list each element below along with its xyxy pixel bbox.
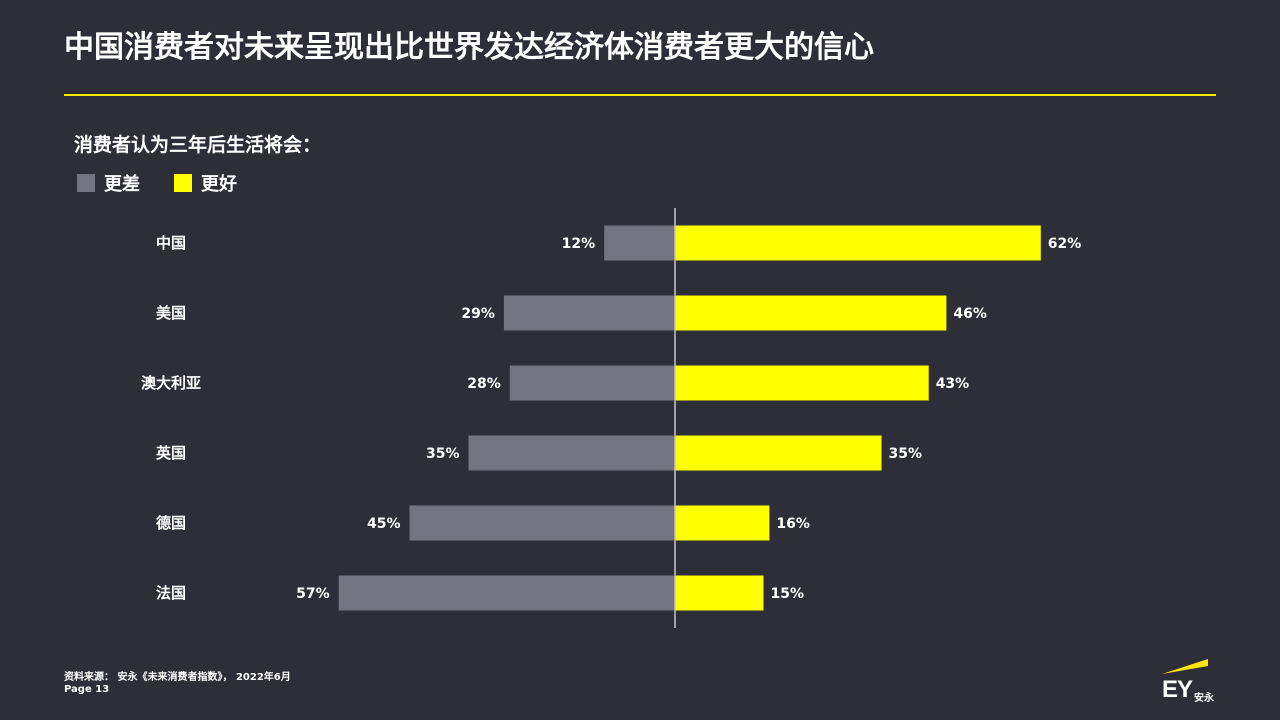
bar-better [675,225,1041,261]
data-label-worse: 35% [426,446,460,462]
page-title: 中国消费者对未来呈现出比世界发达经济体消费者更大的信心 [64,30,874,65]
data-label-better: 43% [936,376,970,392]
bar-better [675,365,929,401]
bar-better [675,435,882,471]
category-label: 中国 [156,234,186,252]
bar-worse [509,365,675,401]
ey-beam-icon [1162,659,1208,674]
data-label-worse: 57% [296,586,330,602]
category-label: 澳大利亚 [141,374,201,392]
bar-worse [604,225,675,261]
category-label: 德国 [156,514,186,532]
legend-item-better: 更好 [174,170,237,196]
title-divider [64,94,1216,96]
bar-worse [468,435,675,471]
bar-worse [503,295,675,331]
bar-better [675,505,770,541]
data-label-better: 15% [771,586,805,602]
data-label-worse: 29% [461,306,495,322]
legend-swatch-better [174,174,192,192]
legend-label-worse: 更差 [104,174,140,195]
data-label-worse: 28% [467,376,501,392]
bar-better [675,575,764,611]
legend-item-worse: 更差 [77,170,140,196]
ey-logo: EY 安永 [1162,656,1222,706]
bar-worse [409,505,675,541]
source-note: 资料来源： 安永《未来消费者指数》， 2022年6月 [64,672,291,683]
category-label: 法国 [156,584,186,602]
category-label: 英国 [156,444,186,462]
bar-better [675,295,947,331]
data-label-worse: 45% [367,516,401,532]
bar-worse [338,575,675,611]
data-label-better: 35% [889,446,923,462]
chart-legend: 更差 更好 [77,170,271,196]
data-label-better: 46% [953,306,987,322]
logo-mark: EY [1162,676,1193,703]
legend-swatch-worse [77,174,95,192]
data-label-better: 62% [1048,236,1082,252]
legend-label-better: 更好 [201,174,237,195]
logo-cn-text: 安永 [1194,693,1214,704]
page-number: Page 13 [64,684,110,695]
category-label: 美国 [156,304,186,322]
chart-subtitle: 消费者认为三年后生活将会： [74,134,322,156]
data-label-worse: 12% [562,236,596,252]
data-label-better: 16% [776,516,810,532]
